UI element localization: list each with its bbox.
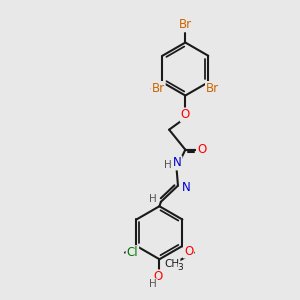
- Text: O: O: [181, 109, 190, 122]
- Text: 3: 3: [178, 263, 184, 272]
- Text: O: O: [197, 143, 206, 156]
- Text: Br: Br: [179, 18, 192, 32]
- Text: H: H: [149, 279, 157, 289]
- Text: N: N: [173, 157, 182, 169]
- Text: Br: Br: [152, 82, 165, 95]
- Text: Br: Br: [206, 82, 219, 95]
- Text: H: H: [164, 160, 172, 170]
- Text: CH: CH: [165, 260, 180, 269]
- Text: O: O: [184, 244, 193, 258]
- Text: O: O: [153, 270, 163, 284]
- Text: H: H: [149, 194, 157, 205]
- Text: N: N: [182, 181, 190, 194]
- Text: Cl: Cl: [127, 246, 138, 259]
